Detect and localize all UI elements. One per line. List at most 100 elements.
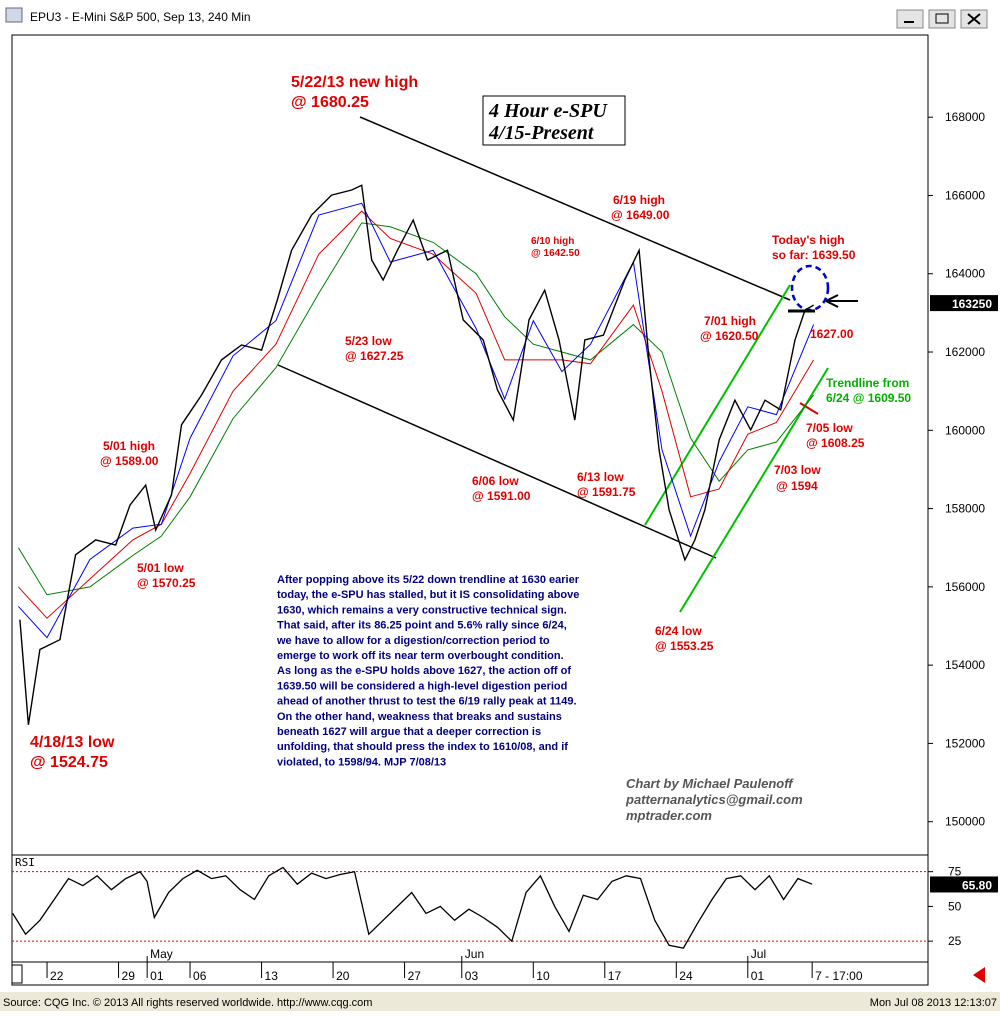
annotation: @ 1591.75 [577, 485, 636, 499]
annotation: @ 1570.25 [137, 576, 196, 590]
annotation: 7/05 low [806, 421, 853, 435]
window-buttons[interactable] [896, 9, 988, 29]
annotation: 6/06 low [472, 474, 519, 488]
commentary-line: today, the e-SPU has stalled, but it IS … [277, 589, 579, 601]
rsi-line [12, 866, 813, 949]
y-tick-label: 160000 [945, 423, 985, 437]
annotation: so far: 1639.50 [772, 248, 856, 262]
annotation: @ 1620.50 [700, 329, 759, 343]
x-tick-label: 17 [608, 969, 622, 983]
commentary-line: unfolding, that should press the index t… [277, 741, 568, 753]
x-tick-label: 10 [536, 969, 550, 983]
annotation: 6/24 low [655, 624, 702, 638]
maximize-button[interactable] [928, 9, 956, 29]
annotation: Trendline from [826, 376, 909, 390]
window-icon [5, 7, 23, 23]
x-tick-label: 06 [193, 969, 207, 983]
credits: Chart by Michael Paulenoffpatternanalyti… [625, 776, 803, 823]
plot-frame [11, 34, 929, 986]
price-line [19, 184, 814, 725]
rsi-label: RSI [15, 856, 35, 869]
annotation: 6/24 @ 1609.50 [826, 391, 911, 405]
credit-line: patternanalytics@gmail.com [625, 792, 803, 807]
commentary-line: 1639.50 will be considered a high-level … [277, 680, 567, 692]
annotation: @ 1627.25 [345, 349, 404, 363]
annotation: @ 1680.25 [291, 94, 369, 111]
annotation: 5/23 low [345, 334, 392, 348]
annotation: 5/01 low [137, 561, 184, 575]
annotation: @ 1591.00 [472, 489, 531, 503]
commentary-line: After popping above its 5/22 down trendl… [277, 574, 580, 586]
y-tick-label: 150000 [945, 815, 985, 829]
y-tick-label: 168000 [945, 110, 985, 124]
annotation: @ 1594 [776, 479, 818, 493]
x-tick-label: 27 [408, 969, 422, 983]
y-tick-label: 154000 [945, 658, 985, 672]
status-right: Mon Jul 08 2013 12:13:07 [870, 997, 997, 1009]
minimize-button[interactable] [896, 9, 924, 29]
y-tick-label: 166000 [945, 188, 985, 202]
rsi-last-label: 65.80 [962, 878, 992, 892]
y-tick-label: 164000 [945, 267, 985, 281]
y-tick-label: 152000 [945, 736, 985, 750]
scroll-arrow[interactable] [973, 967, 985, 983]
x-tick-label: 20 [336, 969, 350, 983]
rsi-last-box [930, 876, 998, 893]
moving-average [17, 222, 814, 596]
commentary-line: As long as the e-SPU holds above 1627, t… [277, 665, 571, 677]
annotation: 7/01 high [704, 314, 756, 328]
x-tick-label: 13 [265, 969, 279, 983]
scrollbar[interactable] [11, 964, 23, 984]
x-tick-label: 01 [150, 969, 164, 983]
credit-line: Chart by Michael Paulenoff [626, 776, 794, 791]
title-bar [0, 0, 1000, 32]
title-box [482, 95, 626, 146]
annotation: 7/03 low [774, 463, 821, 477]
commentary-line: ahead of another thrust to test the 6/19… [277, 696, 577, 708]
status-left: Source: CQG Inc. © 2013 All rights reser… [3, 997, 372, 1009]
lower-trendline [277, 364, 717, 559]
commentary-line: That said, after its 86.25 point and 5.6… [277, 620, 567, 632]
x-tick-label: 01 [751, 969, 765, 983]
annotation: 1627.00 [810, 327, 854, 341]
upper-trendline [359, 116, 791, 301]
annotation: 5/01 high [103, 439, 155, 453]
credit-line: mptrader.com [626, 808, 712, 823]
x-tick-label: 24 [679, 969, 693, 983]
window-title: EPU3 - E-Mini S&P 500, Sep 13, 240 Min [30, 10, 251, 24]
annotation: @ 1524.75 [30, 754, 108, 771]
annotation: 6/13 low [577, 470, 624, 484]
commentary: After popping above its 5/22 down trendl… [276, 574, 580, 768]
commentary-line: beneath 1627 will argue that a deeper co… [277, 726, 541, 738]
y-tick-label: 50 [948, 899, 962, 913]
green-channel-upper [644, 284, 791, 526]
arrow [825, 294, 858, 308]
annotation: @ 1589.00 [100, 454, 159, 468]
annotation: @ 1642.50 [531, 248, 580, 259]
chart-title: 4 Hour e-SPU [488, 100, 608, 122]
status-bar [0, 992, 1000, 1011]
close-glyph [967, 13, 981, 25]
red-pointer [799, 402, 819, 415]
maximize-glyph [935, 13, 949, 24]
x-tick-label: 29 [122, 969, 136, 983]
last-price-label: 163250 [952, 297, 992, 311]
x-tick-label: 22 [50, 969, 64, 983]
annotation: 6/10 high [531, 236, 574, 247]
month-label: Jun [465, 947, 484, 961]
month-label: Jul [751, 947, 766, 961]
x-tick-label: 03 [465, 969, 479, 983]
y-tick-label: 25 [948, 934, 962, 948]
commentary-line: violated, to 1598/94. MJP 7/08/13 [277, 756, 446, 768]
last-price-box [930, 295, 998, 312]
y-tick-label: 75 [948, 865, 962, 879]
annotation: @ 1649.00 [611, 208, 670, 222]
annotation: @ 1553.25 [655, 639, 714, 653]
annotation: @ 1608.25 [806, 436, 865, 450]
y-tick-label: 156000 [945, 580, 985, 594]
annotation: 4/18/13 low [30, 734, 115, 751]
month-label: May [150, 947, 173, 961]
commentary-line: emerge to work off its near term overbou… [277, 650, 564, 662]
y-tick-label: 158000 [945, 502, 985, 516]
